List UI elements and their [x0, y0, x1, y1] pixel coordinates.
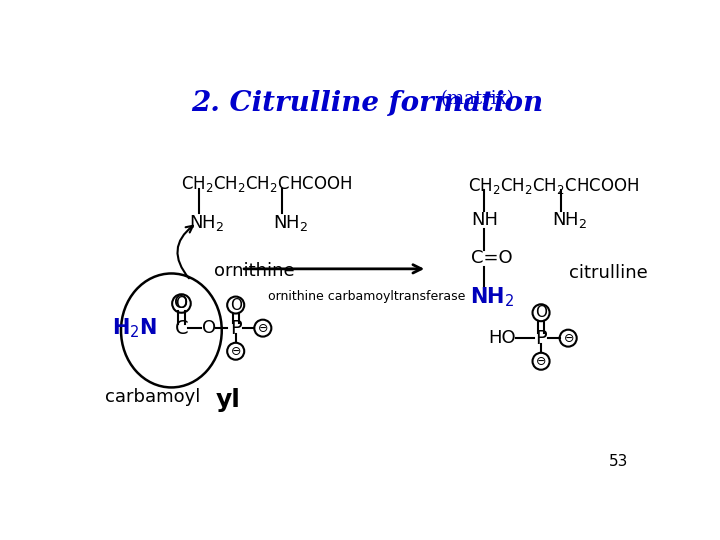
- Text: ornithine: ornithine: [214, 262, 294, 280]
- Text: O: O: [230, 298, 242, 313]
- Text: $\ominus$: $\ominus$: [562, 332, 574, 345]
- Text: P: P: [535, 329, 547, 348]
- Circle shape: [533, 304, 549, 321]
- Circle shape: [533, 353, 549, 370]
- Text: $\ominus$: $\ominus$: [536, 355, 546, 368]
- Text: C: C: [175, 319, 188, 338]
- Text: 53: 53: [609, 454, 629, 469]
- Text: O: O: [535, 305, 547, 320]
- Text: yl: yl: [215, 388, 240, 411]
- Text: $\ominus$: $\ominus$: [230, 345, 241, 357]
- Text: O: O: [202, 319, 217, 337]
- Circle shape: [228, 296, 244, 314]
- Circle shape: [559, 330, 577, 347]
- Circle shape: [254, 320, 271, 336]
- Circle shape: [228, 343, 244, 360]
- Text: carbamoyl: carbamoyl: [106, 388, 201, 407]
- Text: (matrix): (matrix): [441, 90, 514, 108]
- Text: NH$_2$: NH$_2$: [469, 286, 514, 309]
- Text: CH$_2$CH$_2$CH$_2$CHCOOH: CH$_2$CH$_2$CH$_2$CHCOOH: [181, 174, 353, 194]
- Text: NH$_2$: NH$_2$: [273, 213, 308, 233]
- Text: H$_2$N: H$_2$N: [112, 316, 157, 340]
- Text: $\ominus$: $\ominus$: [257, 322, 269, 335]
- Text: citrulline: citrulline: [569, 264, 648, 282]
- Text: NH$_2$: NH$_2$: [189, 213, 225, 233]
- Circle shape: [172, 294, 191, 313]
- Text: NH: NH: [472, 211, 498, 228]
- Text: CH$_2$CH$_2$CH$_2$CHCOOH: CH$_2$CH$_2$CH$_2$CHCOOH: [468, 176, 639, 195]
- Text: P: P: [230, 319, 241, 338]
- Text: NH$_2$: NH$_2$: [552, 210, 588, 230]
- Text: 2. Citrulline formation: 2. Citrulline formation: [191, 90, 543, 117]
- Text: ornithine carbamoyltransferase: ornithine carbamoyltransferase: [269, 289, 466, 302]
- Text: HO: HO: [488, 329, 516, 347]
- Text: O: O: [176, 296, 187, 311]
- Text: C=O: C=O: [472, 249, 513, 267]
- Text: O: O: [174, 294, 189, 313]
